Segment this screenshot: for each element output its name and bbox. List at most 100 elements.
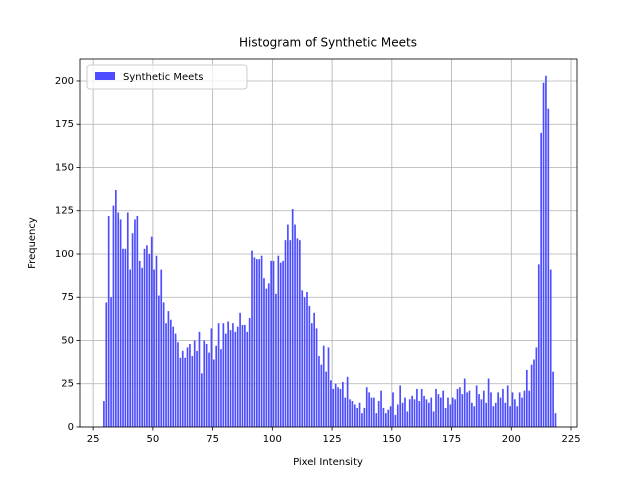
bar — [530, 364, 533, 427]
y-tick-label: 125 — [55, 206, 74, 217]
bar — [270, 260, 272, 427]
bar — [435, 388, 437, 427]
bar — [351, 401, 354, 427]
y-tick-label: 25 — [61, 379, 74, 390]
y-tick-label: 75 — [61, 292, 74, 303]
bar — [346, 376, 349, 427]
bar — [246, 331, 249, 427]
bar — [303, 297, 306, 427]
bar — [332, 388, 335, 427]
bar — [540, 132, 542, 427]
bar — [334, 383, 337, 427]
legend: Synthetic Meets — [86, 64, 248, 90]
bar — [134, 219, 136, 427]
bar — [193, 340, 196, 427]
bar — [179, 357, 182, 427]
bar — [224, 333, 227, 427]
bar — [365, 387, 368, 427]
bar — [506, 385, 509, 427]
bar — [282, 260, 284, 427]
bar — [320, 364, 323, 427]
bar — [234, 331, 237, 427]
bar — [124, 248, 127, 427]
chart-title: Histogram of Synthetic Meets — [239, 36, 417, 50]
bar — [344, 397, 347, 427]
bar — [389, 406, 392, 427]
bar — [358, 402, 361, 427]
bar — [401, 402, 404, 427]
bar — [342, 382, 344, 427]
bar — [528, 390, 531, 427]
bar — [547, 108, 550, 428]
bar — [396, 404, 399, 427]
bar — [117, 212, 120, 427]
bar — [325, 371, 327, 427]
bar — [287, 224, 289, 427]
bar — [449, 404, 452, 427]
bar — [399, 385, 402, 427]
bar — [158, 295, 160, 427]
bar — [428, 402, 430, 427]
bar — [222, 323, 225, 427]
bar — [308, 305, 311, 427]
bar — [122, 248, 124, 427]
x-tick-label: 50 — [147, 434, 160, 445]
bar — [241, 324, 244, 427]
bar — [272, 260, 275, 427]
bar — [459, 387, 461, 427]
bar — [482, 390, 485, 427]
bar — [129, 269, 132, 427]
bar — [533, 359, 535, 427]
bar — [291, 209, 294, 427]
bar — [375, 413, 378, 427]
bar — [212, 359, 215, 427]
bar — [337, 387, 339, 427]
y-tick-label: 0 — [68, 422, 74, 433]
bar — [138, 260, 141, 427]
bar — [126, 212, 129, 427]
bar — [373, 397, 375, 427]
bar — [353, 404, 356, 427]
bar — [112, 205, 115, 427]
bar — [146, 245, 148, 427]
bar — [480, 399, 483, 427]
x-axis-label: Pixel Intensity — [293, 457, 363, 468]
y-tick-label: 150 — [55, 162, 74, 173]
bar — [349, 399, 351, 427]
bar — [363, 407, 366, 427]
bar — [330, 380, 332, 427]
bar — [444, 407, 447, 427]
bar — [461, 394, 464, 427]
bar — [339, 388, 342, 427]
bar — [260, 255, 263, 427]
bar — [318, 356, 320, 427]
bar — [294, 224, 296, 427]
bar — [473, 406, 476, 427]
bar — [232, 323, 234, 427]
bar — [217, 323, 220, 427]
bar — [239, 312, 241, 427]
bar — [382, 407, 385, 427]
bar — [447, 397, 449, 427]
bar — [416, 388, 418, 427]
bar — [174, 333, 177, 427]
x-tick-label: 100 — [263, 434, 282, 445]
bar — [370, 397, 373, 427]
bar — [279, 262, 282, 427]
bar — [315, 328, 318, 427]
bar — [310, 323, 313, 427]
bar — [514, 399, 516, 427]
bar — [131, 233, 134, 427]
plot-frame — [79, 58, 578, 428]
bar — [537, 264, 540, 427]
legend-swatch — [95, 72, 115, 80]
x-tick-label: 150 — [382, 434, 401, 445]
bar — [277, 255, 280, 427]
bar — [148, 253, 151, 427]
bar — [377, 401, 380, 427]
bar — [110, 297, 112, 427]
y-tick-label: 200 — [55, 76, 74, 87]
y-tick-label: 175 — [55, 119, 74, 130]
bar — [406, 411, 409, 427]
